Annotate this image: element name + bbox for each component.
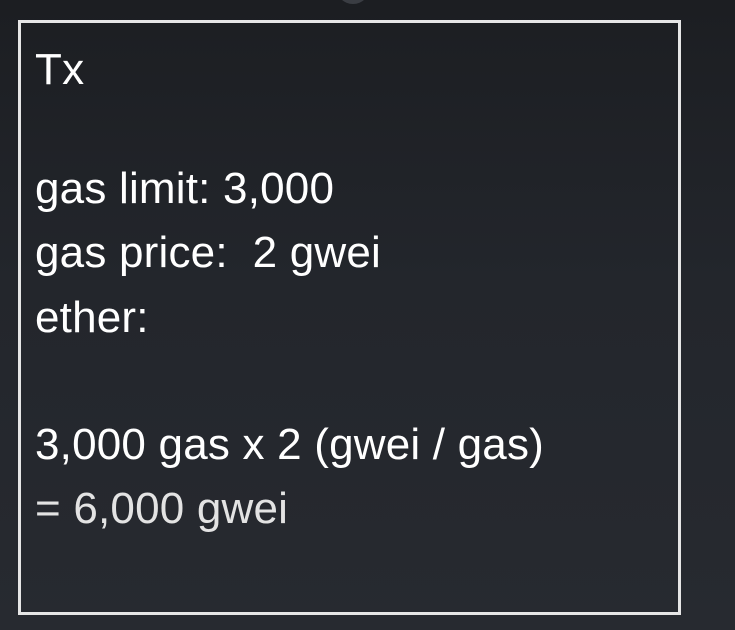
gas-limit-text: gas limit: 3,000: [35, 164, 335, 213]
transaction-box: Tx gas limit: 3,000 gas price: 2 gwei et…: [18, 20, 681, 615]
calculation-result: = 6,000 gwei: [35, 484, 289, 533]
tx-title: Tx: [35, 45, 85, 94]
ether-text: ether:: [35, 293, 149, 342]
calculation-line: 3,000 gas x 2 (gwei / gas): [35, 420, 545, 469]
gas-price-text: gas price: 2 gwei: [35, 228, 381, 277]
top-handle: [336, 0, 370, 4]
